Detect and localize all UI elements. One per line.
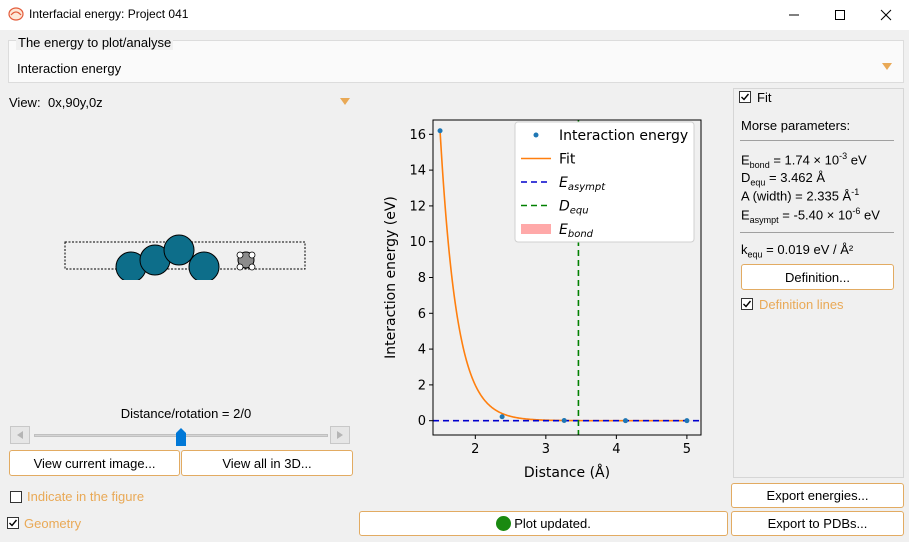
- y-tick-label: 6: [418, 307, 426, 322]
- legend-marker-points: [533, 132, 539, 138]
- y-axis-label: Interaction energy (eV): [383, 196, 399, 359]
- dropdown-arrow-icon[interactable]: [881, 62, 893, 71]
- arrow-left-icon: [17, 431, 23, 439]
- atom-hydrogen: [236, 263, 244, 271]
- x-tick-label: 3: [542, 442, 550, 457]
- param-k-equ: kequ = 0.019 eV / Å²: [741, 242, 854, 260]
- data-point: [561, 418, 567, 424]
- y-tick-label: 12: [409, 199, 426, 214]
- molecule-view: [64, 234, 306, 280]
- definition-button[interactable]: Definition...: [741, 264, 894, 290]
- data-point: [499, 414, 505, 420]
- view-all-3d-button[interactable]: View all in 3D...: [181, 450, 353, 476]
- checkmark-icon: [741, 93, 750, 101]
- fit-label[interactable]: Fit: [757, 90, 772, 105]
- maximize-button[interactable]: [817, 0, 863, 30]
- x-tick-label: 5: [683, 442, 691, 457]
- view-select-value[interactable]: 0x,90y,0z: [48, 95, 103, 110]
- arrow-right-icon: [337, 431, 343, 439]
- distance-rotation-label: Distance/rotation = 2/0: [120, 406, 252, 421]
- y-tick-label: 2: [418, 378, 426, 393]
- divider: [740, 140, 894, 141]
- data-point: [623, 418, 629, 424]
- minimize-button[interactable]: [771, 0, 817, 30]
- data-point: [437, 128, 443, 134]
- energy-select[interactable]: [10, 55, 902, 81]
- atom-large: [163, 234, 195, 266]
- y-tick-label: 10: [409, 235, 426, 250]
- atom-large: [188, 251, 220, 280]
- param-d-equ: Dequ = 3.462 Å: [741, 170, 826, 188]
- indicate-checkbox[interactable]: [10, 491, 22, 503]
- checkmark-icon: [9, 519, 18, 527]
- x-tick-label: 2: [471, 442, 479, 457]
- legend-label: Easympt: [559, 175, 606, 193]
- export-pdbs-button[interactable]: Export to PDBs...: [731, 511, 904, 536]
- geometry-checkbox[interactable]: [7, 517, 19, 529]
- legend-label: Interaction energy: [559, 128, 688, 144]
- export-energies-button[interactable]: Export energies...: [731, 483, 904, 508]
- title-bar: [0, 0, 909, 30]
- window-title: Interfacial energy: Project 041: [29, 7, 189, 21]
- status-ok-icon: [496, 516, 512, 531]
- slider-right-button[interactable]: [330, 426, 350, 444]
- definition-lines-checkbox[interactable]: [741, 298, 753, 310]
- data-point: [684, 418, 690, 424]
- minimize-icon: [789, 14, 799, 16]
- legend-label: Fit: [559, 152, 576, 168]
- x-axis-label: Distance (Å): [524, 464, 610, 481]
- energy-plot: 2 3 4 5 0 2 4 6 8 10 12 14 16 Distance (Å) Interaction…: [383, 119, 702, 481]
- indicate-label[interactable]: Indicate in the figure: [27, 489, 145, 504]
- atom-hydrogen: [248, 263, 256, 271]
- view-current-image-button[interactable]: View current image...: [9, 450, 180, 476]
- y-tick-label: 8: [418, 271, 426, 286]
- divider: [740, 232, 894, 233]
- legend-box: [514, 121, 695, 243]
- slider-left-button[interactable]: [10, 426, 30, 444]
- param-e-asympt: Easympt = -5.40 × 10-6 eV: [741, 206, 880, 225]
- y-tick-label: 0: [418, 414, 426, 429]
- view-label: View:: [9, 95, 41, 110]
- x-tick-label: 4: [612, 442, 620, 457]
- energy-group-title: The energy to plot/analyse: [16, 35, 174, 50]
- energy-select-value: Interaction energy: [17, 61, 122, 76]
- fit-checkbox[interactable]: [739, 91, 751, 103]
- maximize-icon: [835, 10, 845, 20]
- legend-marker-bond: [521, 224, 551, 234]
- view-dropdown-arrow-icon[interactable]: [339, 97, 351, 106]
- close-button[interactable]: [863, 0, 909, 30]
- status-text: Plot updated.: [514, 516, 591, 531]
- status-button[interactable]: Plot updated.: [359, 511, 728, 536]
- param-e-bond: Ebond = 1.74 × 10-3 eV: [741, 151, 867, 170]
- legend-label: Ebond: [559, 222, 594, 240]
- y-tick-label: 14: [409, 164, 426, 179]
- atom-hydrogen: [236, 251, 244, 259]
- distance-slider-handle[interactable]: [175, 427, 187, 447]
- atom-hydrogen: [248, 251, 256, 259]
- morse-parameters-title: Morse parameters:: [741, 118, 851, 133]
- y-tick-label: 16: [409, 128, 426, 143]
- close-icon: [880, 9, 892, 21]
- param-a-width: A (width) = 2.335 Å-1: [741, 187, 860, 204]
- legend-label: Dequ: [559, 199, 589, 217]
- app-logo-icon: [8, 7, 24, 21]
- geometry-label[interactable]: Geometry: [24, 516, 82, 531]
- definition-lines-label[interactable]: Definition lines: [759, 297, 844, 312]
- checkmark-icon: [743, 300, 752, 308]
- y-tick-label: 4: [418, 343, 426, 358]
